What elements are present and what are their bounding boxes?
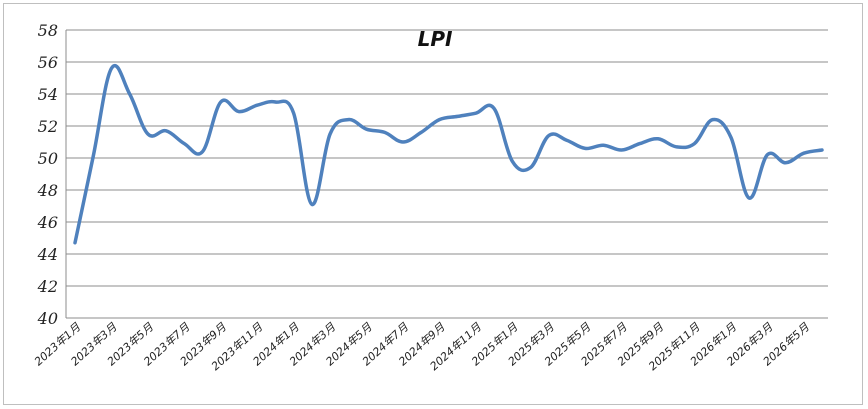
y-tick-label: 52	[38, 117, 58, 136]
x-axis: 2023年1月2023年3月2023年5月2023年7月2023年9月2023年…	[32, 320, 813, 373]
y-tick-label: 42	[37, 277, 58, 296]
y-tick-label: 54	[38, 85, 58, 104]
grid-lines	[65, 29, 828, 319]
y-tick-label: 50	[38, 149, 58, 168]
chart-title: LPI	[418, 27, 453, 51]
series-line	[73, 64, 824, 245]
y-axis: 40 42 44 46 48 50 52 54 56 58	[37, 21, 58, 328]
y-tick-label: 58	[38, 21, 58, 40]
y-tick-label: 56	[38, 53, 58, 72]
chart-frame	[3, 3, 863, 405]
y-tick-label: 46	[37, 213, 58, 232]
y-tick-label: 44	[37, 245, 58, 264]
y-tick-label: 48	[37, 181, 58, 200]
y-tick-label: 40	[37, 309, 58, 328]
